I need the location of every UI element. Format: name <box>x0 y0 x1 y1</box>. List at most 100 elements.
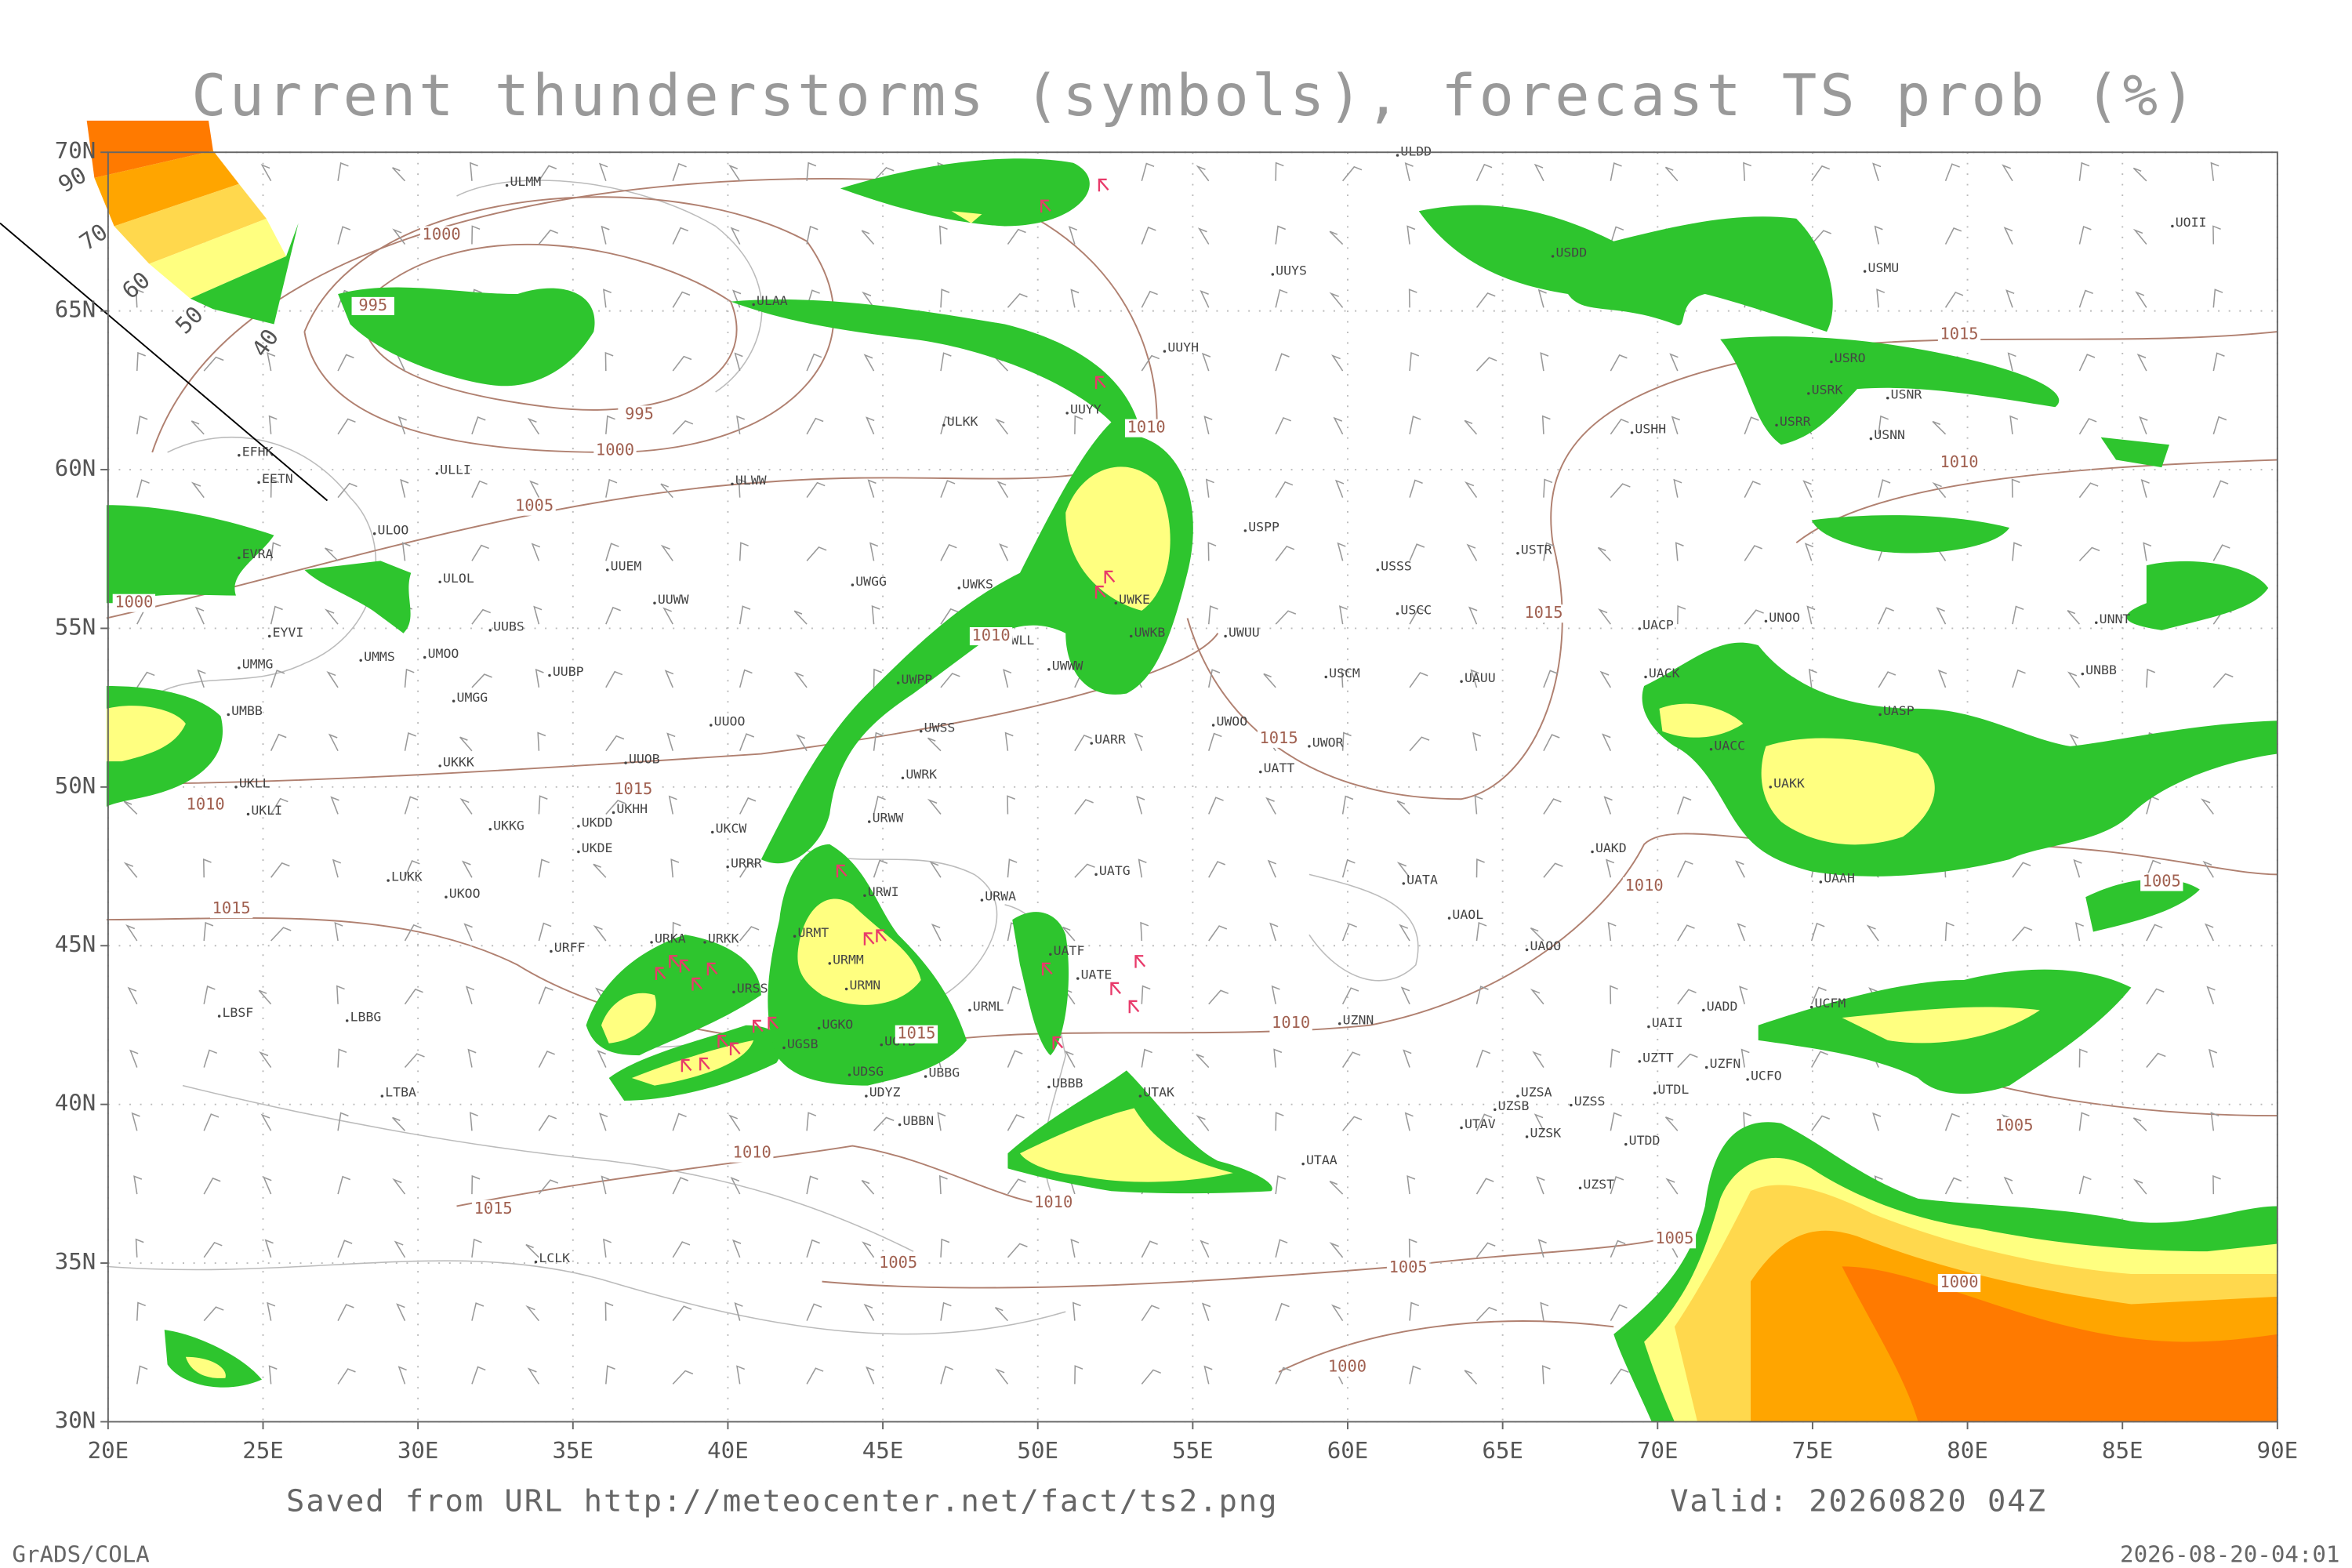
isobar-label-bg <box>183 796 227 815</box>
station-label: USHH <box>1635 422 1666 437</box>
station-label: UZSS <box>1574 1094 1606 1109</box>
wind-barb <box>873 731 884 751</box>
title: Current thunderstorms (symbols), forecas… <box>191 63 2198 129</box>
wind-barb <box>1944 1177 1962 1195</box>
wind-barb <box>994 1307 1009 1322</box>
lon-label: 65E <box>1482 1437 1523 1464</box>
wind-barb <box>1468 606 1478 625</box>
station-dot <box>438 764 441 768</box>
lat-label: 70N <box>55 137 96 164</box>
wind-barb <box>1530 927 1544 942</box>
wind-barb <box>270 542 281 561</box>
station-dot <box>867 820 871 823</box>
storm-symbols <box>655 178 1146 1073</box>
legend-band <box>114 183 267 264</box>
wind-barb <box>1341 795 1354 815</box>
wind-barb <box>529 480 540 498</box>
station-label: UACK <box>1649 666 1680 681</box>
station-label: UAKD <box>1595 840 1627 855</box>
wind-barb <box>806 1367 824 1385</box>
wind-barb <box>1400 986 1410 1005</box>
wind-barb <box>538 1051 555 1068</box>
station-label: ULAA <box>757 293 788 308</box>
station-dot <box>710 830 714 834</box>
isobar-label: 1010 <box>1272 1013 1310 1032</box>
wind-barb <box>1534 163 1544 182</box>
wind-barb <box>1475 292 1496 308</box>
wind-barb <box>392 1178 406 1195</box>
wind-barb <box>471 608 491 625</box>
wind-barb <box>1141 1048 1152 1068</box>
station-label: UACC <box>1714 738 1745 753</box>
station-dot <box>1869 437 1873 441</box>
isobar-label-bg <box>1032 1194 1075 1213</box>
station-dot <box>1516 1094 1519 1098</box>
wind-barb <box>1007 1243 1028 1258</box>
storm-symbol <box>706 962 718 976</box>
station-label: USPP <box>1248 520 1279 535</box>
station-label: URMN <box>849 978 880 993</box>
station-label: EETN <box>262 471 293 486</box>
station-label: UKLI <box>251 803 282 818</box>
wind-barb <box>1536 1176 1545 1195</box>
station-label: USMU <box>1868 260 1900 275</box>
station-label: UUWW <box>658 592 689 607</box>
wind-barb <box>330 796 339 815</box>
station-dot <box>901 776 905 780</box>
wind-barb <box>337 1240 353 1258</box>
wind-barb <box>2212 1174 2221 1195</box>
wind-barb <box>538 1179 559 1195</box>
station-dot <box>1704 1065 1708 1069</box>
wind-barb <box>1404 1112 1414 1131</box>
station-dot <box>865 1094 868 1098</box>
wind-barb <box>670 858 680 878</box>
wind-barb <box>1141 985 1151 1004</box>
wind-barb <box>1610 419 1629 435</box>
lon-label: 20E <box>88 1437 129 1464</box>
wind-barb <box>463 923 473 942</box>
wind-barb <box>995 1368 1009 1385</box>
station-dot <box>828 962 831 965</box>
wind-barb <box>461 860 473 878</box>
station-dot <box>1886 396 1889 400</box>
station-label: EYVI <box>273 625 304 640</box>
wind-barb <box>1540 1301 1549 1321</box>
storm-symbol <box>717 1035 729 1048</box>
station-label: UWRK <box>906 767 937 782</box>
footer-software: GrADS/COLA <box>13 1541 150 1568</box>
lon-label: 55E <box>1172 1437 1214 1464</box>
wind-barb <box>2007 352 2016 372</box>
wind-barb <box>931 923 942 942</box>
wind-barb <box>535 668 544 688</box>
lat-label: 50N <box>55 772 96 799</box>
wind-barb <box>538 1115 557 1131</box>
wind-barb <box>1334 479 1345 498</box>
wind-barb <box>471 1238 482 1258</box>
wind-barb <box>1409 608 1427 625</box>
wind-barb <box>672 162 687 182</box>
wind-barb <box>1475 163 1493 182</box>
isobar-label-bg <box>471 1200 515 1218</box>
wind-barb <box>2212 416 2227 435</box>
station-dot <box>1447 916 1451 920</box>
station-label: USRK <box>1812 383 1843 397</box>
wind-barb <box>1675 542 1684 561</box>
wind-barb <box>1007 1178 1026 1195</box>
wind-barb <box>1944 227 1962 245</box>
wind-barb <box>1074 1365 1083 1385</box>
wind-barb <box>2073 858 2082 878</box>
station-dot <box>217 1014 221 1018</box>
wind-barb <box>869 542 879 561</box>
wind-barb <box>1004 731 1014 751</box>
wind-barb <box>1804 543 1814 561</box>
wind-barb <box>2132 167 2147 182</box>
wind-barb <box>268 1365 278 1385</box>
wind-barb <box>1811 1115 1831 1131</box>
wind-barb <box>404 924 422 942</box>
station-dot <box>359 659 362 662</box>
wind-barb <box>1208 732 1222 751</box>
wind-barb <box>1944 921 1955 942</box>
station-dot <box>1775 423 1778 427</box>
station-label: UATE <box>1081 967 1112 982</box>
isobars <box>106 178 2278 1373</box>
